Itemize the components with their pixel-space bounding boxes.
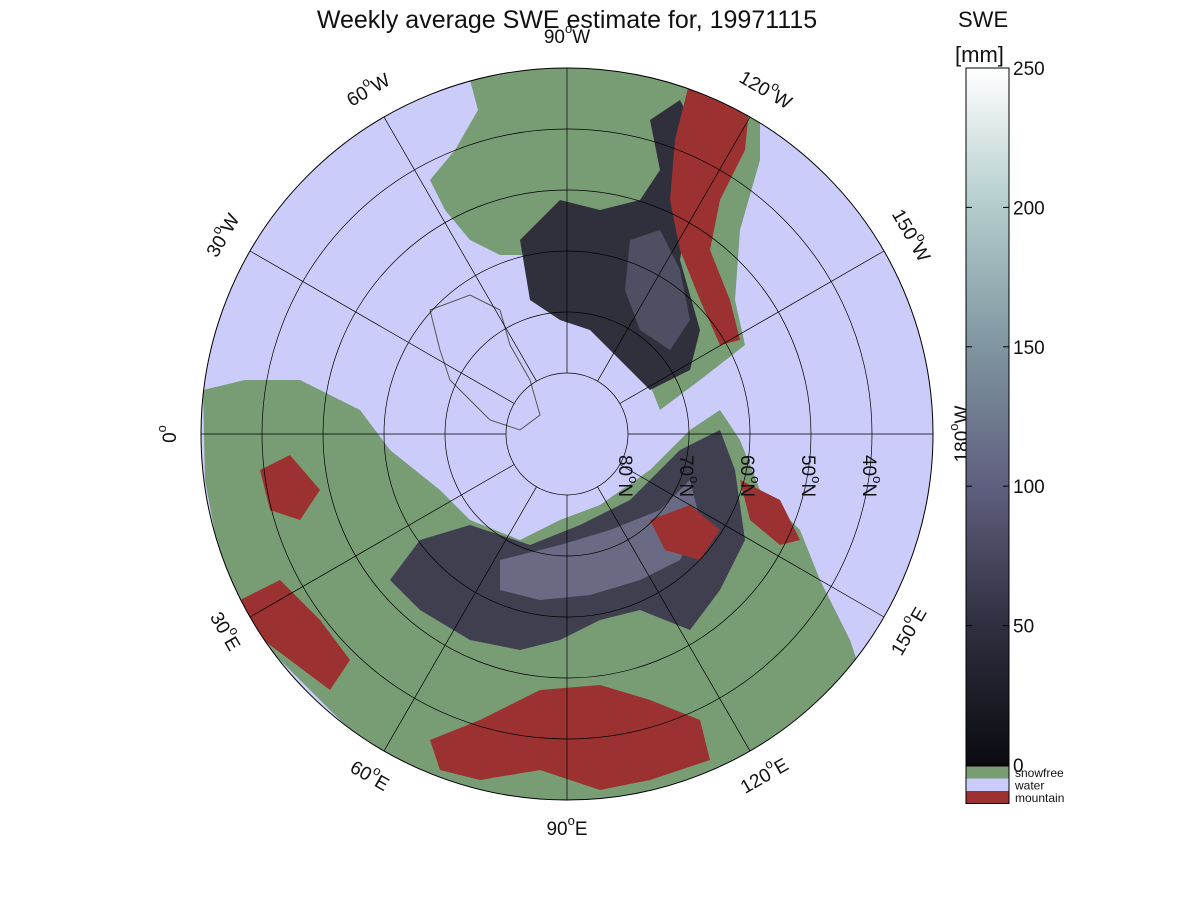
colorbar-tick-label: 200 [1013, 198, 1045, 219]
latitude-label: 50oN [797, 455, 824, 497]
latitude-label: 70oN [675, 455, 702, 497]
mountain-rockies [670, 80, 750, 345]
legend-border [965, 765, 1010, 804]
longitude-label: 30oW [198, 208, 244, 261]
longitude-label: 60oE [346, 752, 395, 796]
longitude-label: 90oE [546, 813, 587, 840]
longitude-label: 150oE [883, 601, 932, 659]
graticule [201, 68, 933, 800]
polar-map [201, 68, 933, 800]
legend-swatch-snowfree [966, 766, 1009, 779]
latitude-label: 40oN [858, 455, 885, 497]
mountain-east-siberia [650, 480, 800, 560]
map-title: Weekly average SWE estimate for, 1997111… [317, 6, 817, 34]
colorbar-tick-label: 50 [1013, 617, 1034, 638]
meridian-150 [619, 464, 885, 618]
meridian-210 [619, 250, 885, 404]
colorbar-tick-label: 0 [1013, 756, 1024, 777]
longitude-label: 90oW [544, 21, 590, 48]
latitude-labels: 80oN 70oN 60oN 50oN 40oN [614, 455, 885, 497]
map-border [200, 67, 934, 801]
meridian-240 [597, 116, 751, 382]
legend-swatch-mountain [966, 791, 1009, 804]
legend-label-mountain: mountain [1015, 791, 1064, 805]
longitude-label: 60oW [341, 65, 394, 111]
meridian-300 [383, 116, 537, 382]
mountain-europe [240, 455, 350, 690]
meridian-30 [249, 464, 515, 618]
longitude-labels: 90oW60oW30oW0o30oE60oE90oE120oE150oE180o… [154, 21, 973, 840]
colorbar-tick-label: 100 [1013, 477, 1045, 498]
longitude-label: 120oW [735, 62, 798, 113]
longitude-label: 30oE [205, 606, 249, 655]
legend-label-water: water [1014, 779, 1044, 793]
meridian-120 [597, 486, 751, 752]
colorbar-tick-label: 150 [1013, 338, 1045, 359]
colorbar-ticks: 0 50 100 150 200 250 [966, 59, 1045, 777]
meridian-330 [249, 250, 515, 404]
snow-cover-canada-core [625, 230, 690, 350]
longitude-label: 150oW [887, 203, 938, 266]
longitude-label: 120oE [734, 750, 792, 799]
latitude-label: 60oN [736, 455, 763, 497]
snow-cover-siberia [390, 430, 745, 650]
colorbar-tick-label: 250 [1013, 59, 1045, 80]
longitude-label: 0o [154, 425, 181, 443]
landmass-greenland [429, 294, 541, 431]
meridian-60 [383, 486, 537, 752]
colorbar: SWE [mm] 0 50 100 150 200 250 [955, 7, 1045, 777]
mountain-himalaya [430, 685, 710, 790]
legend-swatch-water [966, 778, 1009, 791]
colorbar-title: SWE [958, 7, 1008, 32]
snow-cover-siberia-core [500, 480, 700, 600]
colorbar-gradient [965, 67, 1010, 766]
legend-label-snowfree: snowfree [1015, 766, 1064, 780]
colorbar-unit: [mm] [955, 42, 1004, 67]
latitude-label: 80oN [614, 455, 641, 497]
